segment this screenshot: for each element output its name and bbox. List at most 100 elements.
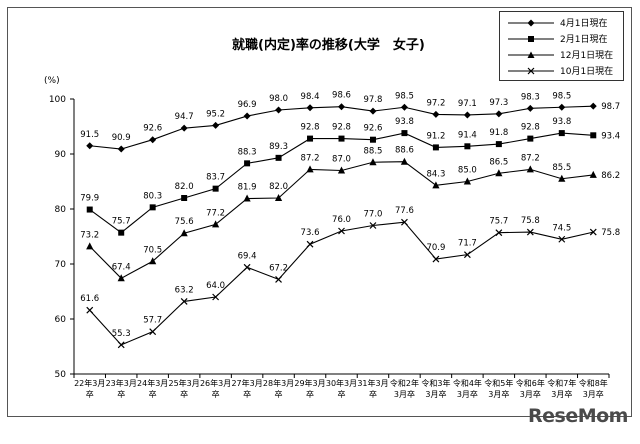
- data-label: 57.7: [143, 316, 162, 326]
- resemom-watermark-logo: ReseMom: [528, 405, 628, 427]
- data-point-diamond: [526, 104, 534, 112]
- x-tick-label-line1: 令和8年: [579, 378, 608, 388]
- data-point-square: [86, 206, 93, 213]
- data-label: 98.7: [601, 102, 620, 112]
- data-point-triangle: [558, 174, 566, 182]
- data-point-square: [118, 229, 125, 236]
- data-point-square: [369, 136, 376, 143]
- data-point-triangle: [337, 166, 346, 174]
- data-label: 75.8: [521, 216, 540, 226]
- data-label: 70.5: [143, 245, 162, 255]
- chart-title: 就職(内定)率の推移(大学 女子): [232, 38, 425, 53]
- data-point-square: [432, 144, 439, 151]
- legend-marker-square-icon: [508, 36, 554, 42]
- data-label: 87.2: [301, 153, 320, 163]
- data-label: 88.3: [238, 147, 257, 157]
- legend-label-apr1: 4月1日現在: [560, 19, 608, 29]
- data-point-triangle: [306, 165, 314, 173]
- legend-marker-triangle-icon: [508, 51, 554, 58]
- x-tick-label-line1: 令和7年: [547, 378, 576, 388]
- data-label: 91.2: [426, 131, 445, 141]
- data-label: 87.0: [332, 155, 351, 165]
- legend-marker-x-icon: [508, 67, 554, 75]
- data-label: 92.8: [521, 123, 540, 133]
- data-point-diamond: [243, 112, 251, 120]
- data-label: 93.8: [552, 117, 571, 127]
- data-point-diamond: [369, 107, 377, 115]
- data-point-x: [495, 229, 503, 237]
- legend-entry-feb1: 2月1日現在: [500, 31, 623, 46]
- x-tick-label-line1: 22年3月: [74, 378, 105, 388]
- data-label: 69.4: [238, 251, 257, 261]
- y-tick-label: 50: [55, 370, 67, 380]
- x-tick-label-line1: 28年3月: [263, 378, 294, 388]
- data-label: 77.0: [364, 210, 383, 220]
- data-label: 75.6: [175, 217, 194, 227]
- data-label: 97.3: [489, 98, 508, 108]
- x-tick-label-line2: 卒: [243, 389, 251, 399]
- data-point-triangle: [589, 170, 597, 178]
- x-tick-label-line1: 27年3月: [231, 378, 262, 388]
- data-label: 90.9: [112, 133, 131, 143]
- data-point-x: [558, 235, 566, 243]
- data-label: 92.8: [301, 123, 320, 133]
- legend-entry-apr1: 4月1日現在: [500, 15, 623, 30]
- data-point-triangle: [369, 158, 377, 166]
- legend-label-oct1: 10月1日現在: [560, 67, 614, 77]
- data-label: 77.2: [206, 208, 225, 218]
- series-line-x: [89, 221, 594, 346]
- data-label: 75.7: [489, 217, 508, 227]
- data-label: 98.6: [332, 91, 351, 101]
- x-tick-label-line2: 卒: [338, 389, 346, 399]
- y-axis-unit: (%): [44, 76, 60, 86]
- x-tick-label-line1: 31年3月: [357, 378, 388, 388]
- data-point-diamond: [463, 111, 471, 119]
- x-tick-label-line2: 3月卒: [583, 389, 604, 399]
- data-point-diamond: [338, 103, 345, 111]
- data-label: 98.0: [269, 94, 288, 104]
- data-point-diamond: [432, 110, 440, 118]
- data-label: 98.4: [301, 92, 320, 102]
- y-tick-label: 70: [55, 260, 67, 270]
- data-point-triangle: [495, 169, 503, 177]
- x-tick-label-line2: 3月卒: [457, 389, 478, 399]
- data-label: 63.2: [175, 285, 194, 295]
- legend: 4月1日現在 2月1日現在 12月1日現在 10月1日現在: [499, 11, 624, 81]
- x-tick-label-line2: 卒: [306, 389, 314, 399]
- data-label: 98.3: [521, 92, 540, 102]
- data-point-x: [589, 228, 597, 236]
- data-label: 85.0: [458, 166, 477, 176]
- x-tick-label-line2: 卒: [212, 389, 220, 399]
- legend-entry-oct1: 10月1日現在: [500, 63, 623, 78]
- data-point-square: [527, 135, 534, 142]
- data-point-triangle: [463, 177, 471, 185]
- data-point-x: [149, 328, 157, 336]
- data-label: 95.2: [206, 109, 225, 119]
- data-point-x: [306, 240, 314, 248]
- data-point-diamond: [495, 110, 503, 118]
- data-point-triangle: [86, 242, 94, 250]
- x-tick-label-line1: 29年3月: [294, 378, 325, 388]
- data-label: 92.6: [364, 124, 383, 134]
- x-tick-label-line1: 令和6年: [516, 378, 545, 388]
- data-point-triangle: [180, 229, 188, 237]
- x-tick-label-line2: 3月卒: [425, 389, 446, 399]
- y-tick-label: 60: [55, 315, 67, 325]
- data-label: 82.0: [175, 182, 194, 192]
- data-label: 67.2: [269, 263, 288, 273]
- data-label: 84.3: [426, 169, 445, 179]
- data-point-x: [212, 293, 220, 301]
- data-point-square: [149, 204, 156, 211]
- data-point-diamond: [180, 124, 188, 132]
- data-label: 93.8: [395, 117, 414, 127]
- data-label: 89.3: [269, 142, 288, 152]
- x-tick-label-line1: 令和4年: [453, 378, 482, 388]
- data-label: 67.4: [112, 262, 131, 272]
- x-tick-label-line2: 卒: [180, 389, 188, 399]
- data-label: 94.7: [175, 112, 194, 122]
- data-point-diamond: [306, 104, 314, 112]
- data-point-diamond: [400, 103, 408, 111]
- x-tick-label-line2: 卒: [86, 389, 94, 399]
- data-point-diamond: [212, 121, 220, 129]
- data-label: 98.5: [552, 91, 571, 101]
